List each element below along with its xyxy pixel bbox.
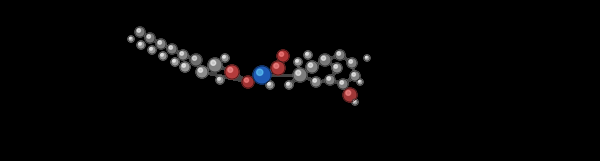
Circle shape [156, 39, 166, 49]
Circle shape [135, 27, 145, 37]
Circle shape [322, 56, 326, 60]
Circle shape [313, 79, 317, 82]
Circle shape [158, 41, 161, 44]
Circle shape [357, 79, 363, 85]
Circle shape [338, 79, 348, 89]
Circle shape [296, 59, 298, 62]
Circle shape [293, 68, 307, 82]
Circle shape [148, 46, 156, 54]
Circle shape [340, 81, 343, 84]
Circle shape [271, 61, 285, 75]
Circle shape [268, 82, 271, 85]
Circle shape [277, 50, 289, 62]
Circle shape [199, 68, 203, 72]
Circle shape [305, 52, 308, 55]
Circle shape [304, 51, 312, 59]
Circle shape [358, 80, 360, 82]
Circle shape [147, 35, 151, 38]
Circle shape [190, 54, 202, 66]
Circle shape [332, 63, 342, 73]
Circle shape [228, 67, 233, 72]
Circle shape [285, 81, 293, 89]
Circle shape [334, 65, 337, 68]
Circle shape [137, 29, 140, 32]
Circle shape [216, 76, 224, 84]
Circle shape [347, 58, 357, 68]
Circle shape [353, 100, 355, 102]
Circle shape [346, 90, 350, 95]
Circle shape [296, 71, 301, 75]
Circle shape [352, 73, 355, 76]
Circle shape [244, 78, 248, 82]
Circle shape [193, 56, 197, 60]
Circle shape [335, 50, 345, 60]
Circle shape [171, 58, 179, 66]
Circle shape [306, 61, 318, 73]
Circle shape [173, 59, 175, 62]
Circle shape [223, 55, 226, 58]
Circle shape [311, 77, 321, 87]
Circle shape [145, 33, 155, 43]
Circle shape [221, 54, 229, 62]
Circle shape [365, 56, 367, 58]
Circle shape [180, 62, 190, 72]
Circle shape [308, 63, 313, 67]
Circle shape [343, 88, 357, 102]
Circle shape [352, 99, 358, 105]
Circle shape [159, 52, 167, 60]
Circle shape [319, 54, 331, 66]
Circle shape [337, 52, 341, 55]
Circle shape [137, 41, 145, 49]
Circle shape [364, 55, 370, 61]
Circle shape [139, 42, 142, 45]
Circle shape [349, 60, 353, 63]
Circle shape [211, 60, 216, 65]
Circle shape [280, 52, 284, 56]
Circle shape [325, 75, 335, 85]
Circle shape [294, 58, 302, 66]
Circle shape [128, 36, 134, 42]
Circle shape [225, 65, 239, 79]
Circle shape [327, 77, 331, 80]
Circle shape [149, 47, 152, 50]
Circle shape [257, 69, 263, 76]
Circle shape [180, 52, 184, 55]
Circle shape [169, 46, 173, 49]
Circle shape [178, 50, 188, 60]
Circle shape [129, 37, 131, 39]
Circle shape [350, 71, 360, 81]
Circle shape [242, 76, 254, 88]
Circle shape [196, 66, 208, 78]
Circle shape [208, 58, 222, 72]
Circle shape [287, 82, 289, 85]
Circle shape [253, 66, 271, 84]
Circle shape [161, 53, 163, 56]
Circle shape [274, 63, 278, 68]
Circle shape [182, 64, 185, 67]
Circle shape [167, 44, 177, 54]
Circle shape [218, 77, 220, 80]
Circle shape [266, 81, 274, 89]
